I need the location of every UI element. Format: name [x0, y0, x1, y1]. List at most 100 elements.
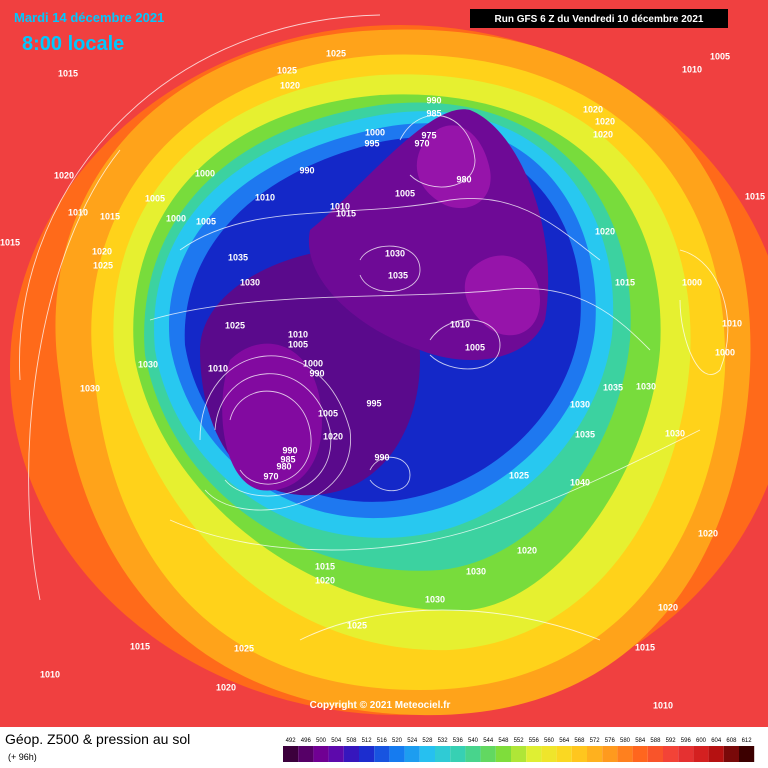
isobar-label: 990	[374, 452, 389, 462]
scale-swatch	[343, 746, 359, 762]
isobar-label: 1010	[450, 319, 470, 329]
isobar-label: 1015	[100, 211, 120, 221]
isobar-label: 1025	[225, 320, 245, 330]
isobar-label: 1010	[722, 318, 742, 328]
scale-swatch	[647, 746, 663, 762]
scale-swatch	[374, 746, 390, 762]
isobar-label: 1020	[54, 170, 74, 180]
scale-label: 560	[544, 738, 555, 744]
copyright: Copyright © 2021 Meteociel.fr	[310, 700, 451, 711]
isobar-label: 1010	[255, 192, 275, 202]
isobar-label: 1020	[92, 246, 112, 256]
isobar-label: 1020	[315, 575, 335, 585]
isobar-label: 970	[263, 471, 278, 481]
isobar-label: 1020	[216, 682, 236, 692]
isobar-label: 1010	[682, 64, 702, 74]
isobar-label: 1000	[365, 127, 385, 137]
lead-time: (+ 96h)	[8, 752, 37, 762]
isobar-label: 1015	[130, 641, 150, 651]
isobar-label: 1015	[315, 561, 335, 571]
isobar-label: 1020	[698, 528, 718, 538]
run: Run GFS 6 Z du Vendredi 10 décembre 2021	[495, 14, 704, 25]
scale-label: 524	[407, 738, 418, 744]
date: Mardi 14 décembre 2021	[14, 10, 164, 25]
isobar-label: 1025	[93, 260, 113, 270]
isobar-label: 985	[426, 108, 441, 118]
scale-swatch	[739, 746, 755, 762]
isobar-label: 1035	[228, 252, 248, 262]
isobar-label: 1030	[425, 594, 445, 604]
isobar-label: 1005	[145, 193, 165, 203]
scale-label: 512	[362, 738, 373, 744]
scale-swatch	[632, 746, 648, 762]
isobar-label: 1010	[653, 700, 673, 710]
isobar-label: 1010	[330, 201, 350, 211]
scale-label: 608	[726, 738, 737, 744]
isobar-label: 1020	[517, 545, 537, 555]
isobar-label: 1005	[710, 51, 730, 61]
isobar-label: 1020	[595, 116, 615, 126]
scale-swatch	[556, 746, 572, 762]
scale-label: 548	[498, 738, 509, 744]
isobar-label: 1025	[347, 620, 367, 630]
isobar-label: 1015	[336, 208, 356, 218]
scale-swatch	[359, 746, 375, 762]
scale-swatch	[283, 746, 299, 762]
isobar-label: 1005	[318, 408, 338, 418]
isobar-label: 1040	[570, 477, 590, 487]
isobar-label: 1020	[595, 226, 615, 236]
scale-swatch	[313, 746, 329, 762]
scale-swatch	[419, 746, 435, 762]
scale-swatch	[480, 746, 496, 762]
isobar-label: 1015	[58, 68, 78, 78]
isobar-label: 1005	[196, 216, 216, 226]
scale-label: 492	[286, 738, 297, 744]
isobar-label: 1015	[745, 191, 765, 201]
scale-swatch	[663, 746, 679, 762]
isobar-label: 1015	[615, 277, 635, 287]
isobar-label: 980	[456, 174, 471, 184]
isobar-label: 1030	[138, 359, 158, 369]
isobar-label: 1030	[665, 428, 685, 438]
run-box	[470, 9, 728, 28]
isobar-label: 1035	[388, 270, 408, 280]
isobar-label: 1035	[575, 429, 595, 439]
scale-swatch	[435, 746, 451, 762]
isobar-label: 1000	[303, 358, 323, 368]
scale-swatch	[708, 746, 724, 762]
footer-title: Géop. Z500 & pression au sol	[5, 731, 190, 747]
scale-label: 584	[635, 738, 646, 744]
isobar-label: 1030	[80, 383, 100, 393]
isobar-label: 1030	[240, 277, 260, 287]
scale-swatch	[541, 746, 557, 762]
isobar-label: 1000	[682, 277, 702, 287]
isobar-label: 1030	[385, 248, 405, 258]
isobar-label: 990	[426, 95, 441, 105]
scale-label: 612	[742, 738, 753, 744]
scale-swatch	[495, 746, 511, 762]
scale-label: 588	[650, 738, 661, 744]
scale-label: 556	[529, 738, 540, 744]
scale-label: 604	[711, 738, 722, 744]
isobar-label: 1000	[166, 213, 186, 223]
isobar-label: 1025	[277, 65, 297, 75]
isobar-label: 1005	[465, 342, 485, 352]
scale-label: 520	[392, 738, 403, 744]
isobar-label: 1010	[208, 363, 228, 373]
scale-label: 500	[316, 738, 327, 744]
scale-swatch	[602, 746, 618, 762]
isobar-label: 1015	[0, 237, 20, 247]
isobar-label: 1010	[288, 329, 308, 339]
isobar-label: 990	[299, 165, 314, 175]
isobar-label: 1020	[280, 80, 300, 90]
scale-label: 528	[422, 738, 433, 744]
scale-label: 532	[438, 738, 449, 744]
scale-label: 592	[666, 738, 677, 744]
isobar-label: 990	[309, 368, 324, 378]
isobar-label: 1000	[715, 347, 735, 357]
scale-swatch	[298, 746, 314, 762]
scale-label: 540	[468, 738, 479, 744]
isobar-label: 1020	[583, 104, 603, 114]
